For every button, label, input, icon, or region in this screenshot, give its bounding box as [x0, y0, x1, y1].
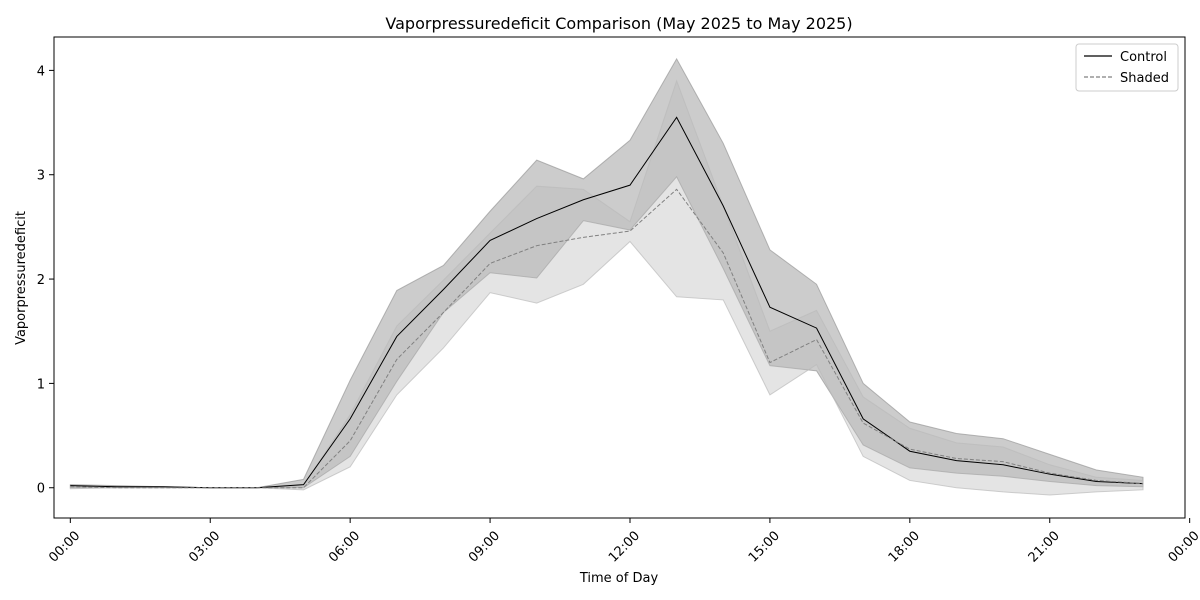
series-lines: [70, 116, 1144, 489]
x-axis-title: Time of Day: [579, 571, 659, 586]
y-axis-ticks: 0 1 2 3 4: [37, 64, 54, 497]
confidence-bands: [69, 57, 1144, 496]
y-tick-label: 4: [37, 64, 45, 79]
x-tick-label: 09:00: [466, 528, 503, 565]
y-axis-title: Vaporpressuredeficit: [14, 211, 29, 345]
legend-label-control: Control: [1120, 50, 1167, 65]
legend-label-shaded: Shaded: [1120, 71, 1169, 86]
series-line-control: [70, 116, 1144, 489]
x-tick-label: 03:00: [186, 528, 223, 565]
x-tick-label: 00:00: [46, 528, 83, 565]
x-tick-label: 21:00: [1026, 528, 1063, 565]
y-tick-label: 0: [37, 482, 45, 497]
x-tick-label: 00:00: [1166, 528, 1200, 565]
band-shaded: [69, 79, 1144, 496]
y-tick-label: 2: [37, 273, 45, 288]
band-control: [69, 57, 1144, 489]
chart-title: Vaporpressuredeficit Comparison (May 202…: [385, 14, 852, 33]
x-tick-label: 15:00: [746, 528, 783, 565]
y-tick-label: 1: [37, 377, 45, 392]
x-tick-label: 06:00: [326, 528, 363, 565]
legend: Control Shaded: [1075, 43, 1179, 92]
x-tick-label: 12:00: [606, 528, 643, 565]
x-axis-ticks: 00:00 03:00 06:00 09:00 12:00 15:00 18:00 21:00…: [46, 518, 1200, 566]
y-tick-label: 3: [37, 169, 45, 184]
x-tick-label: 18:00: [886, 528, 923, 565]
series-line-shaded: [70, 188, 1144, 489]
plot-area-frame: [53, 36, 1186, 519]
